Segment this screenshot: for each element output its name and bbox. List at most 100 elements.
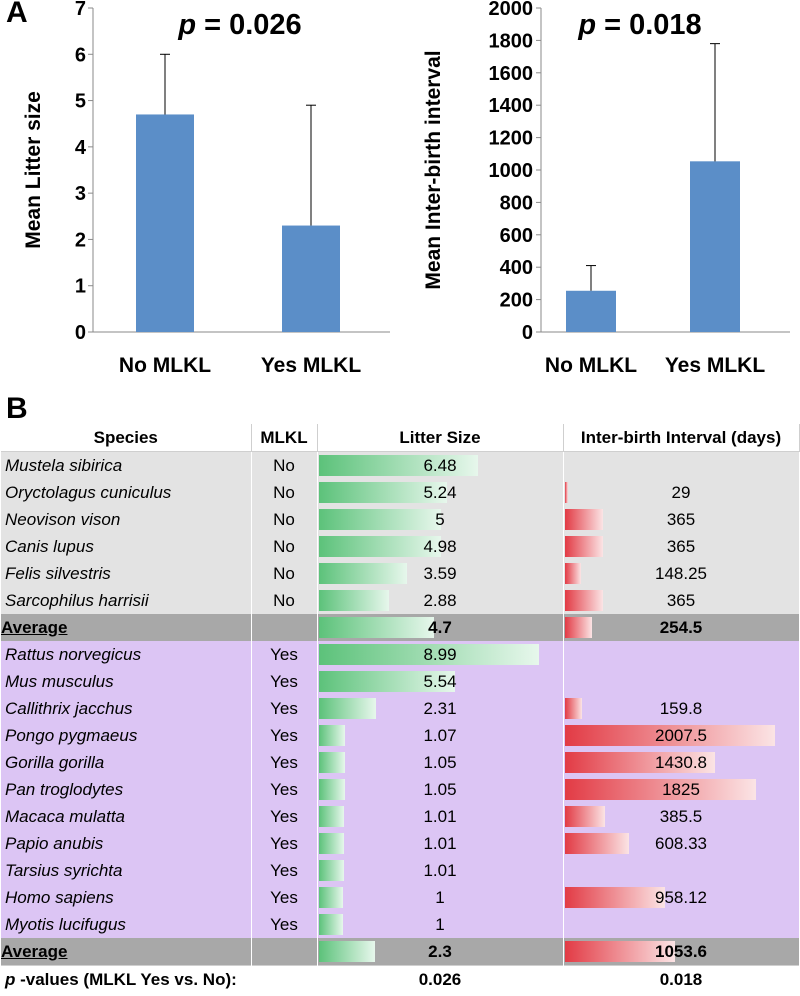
litter-data-bar — [318, 671, 455, 692]
species-name: Neovison vison — [1, 506, 252, 533]
interval-cell: 365 — [563, 533, 800, 560]
average-row: Average 4.7 254.5 — [1, 614, 800, 641]
table-row: Neovison vison No 5 365 — [1, 506, 800, 533]
y-tick-label: 2000 — [489, 0, 534, 20]
pvalues-label: p -values (MLKL Yes vs. No): — [1, 965, 318, 993]
litter-data-bar — [318, 563, 407, 584]
y-tick-label: 200 — [500, 290, 533, 312]
table-row: Pongo pygmaeus Yes 1.07 2007.5 — [1, 722, 800, 749]
species-name: Canis lupus — [1, 533, 252, 560]
litter-cell: 3.59 — [317, 560, 564, 587]
interval-value: 365 — [666, 509, 696, 529]
x-category-label: No MLKL — [545, 354, 637, 377]
y-tick-label: 1000 — [489, 160, 534, 182]
interval-cell: 159.8 — [563, 695, 800, 722]
interval-data-bar — [564, 752, 715, 773]
average-label: Average — [1, 614, 252, 641]
litter-value: 1 — [435, 914, 445, 934]
mlkl-status: Yes — [251, 668, 318, 695]
interval-data-bar — [564, 833, 629, 854]
chart-title-value: = 0.026 — [196, 9, 302, 41]
chart-title-value: = 0.018 — [596, 9, 702, 41]
species-name: Mustela sibirica — [1, 451, 252, 479]
y-tick-label: 1600 — [489, 63, 534, 85]
header-inter-birth-interval: Inter-birth Interval (days) — [563, 424, 800, 452]
interval-cell — [563, 857, 800, 884]
y-tick-label: 7 — [75, 0, 86, 20]
litter-cell: 1.01 — [317, 830, 564, 857]
litter-cell: 8.99 — [317, 641, 564, 668]
litter-data-bar — [318, 887, 343, 908]
litter-data-bar — [318, 590, 389, 611]
litter-data-bar — [318, 752, 345, 773]
interval-cell: 254.5 — [563, 614, 800, 641]
interval-data-bar — [564, 887, 665, 908]
mlkl-status: No — [251, 533, 318, 560]
litter-value: 8.99 — [423, 644, 457, 664]
mlkl-status: Yes — [251, 884, 318, 911]
interval-value: 958.12 — [655, 887, 707, 907]
species-name: Felis silvestris — [1, 560, 252, 587]
litter-data-bar — [318, 914, 343, 935]
litter-data-bar — [318, 617, 434, 638]
interval-cell: 148.25 — [563, 560, 800, 587]
bar-yes-mlkl — [282, 225, 340, 332]
interval-value: 608.33 — [655, 833, 707, 853]
interval-data-bar — [564, 941, 675, 962]
y-tick-label: 1200 — [489, 128, 534, 150]
interval-cell: 29 — [563, 479, 800, 506]
litter-cell: 1 — [317, 884, 564, 911]
chart-title: p = 0.018 — [577, 9, 701, 41]
table-row: Macaca mulatta Yes 1.01 385.5 — [1, 803, 800, 830]
litter-data-bar — [318, 644, 539, 665]
interval-value: 1825 — [662, 779, 700, 799]
y-tick-label: 1400 — [489, 95, 534, 117]
mlkl-status: Yes — [251, 695, 318, 722]
litter-value: 1.01 — [423, 806, 457, 826]
litter-data-bar — [318, 509, 441, 530]
chart-title: p = 0.026 — [177, 9, 301, 41]
species-name: Myotis lucifugus — [1, 911, 252, 938]
litter-value: 2.88 — [423, 590, 457, 610]
chart-title-p: p — [577, 9, 596, 41]
mlkl-status: Yes — [251, 857, 318, 884]
species-name: Pan troglodytes — [1, 776, 252, 803]
litter-value: 1.07 — [423, 725, 457, 745]
interval-cell: 365 — [563, 587, 800, 614]
y-tick-label: 6 — [75, 44, 86, 66]
interval-value: 159.8 — [659, 698, 703, 718]
table-row: Pan troglodytes Yes 1.05 1825 — [1, 776, 800, 803]
interval-value: 365 — [666, 536, 696, 556]
interval-cell — [563, 641, 800, 668]
interval-cell — [563, 451, 800, 479]
litter-cell: 2.3 — [317, 938, 564, 966]
litter-value: 1.01 — [423, 860, 457, 880]
mlkl-status: Yes — [251, 830, 318, 857]
bar-no-mlkl — [566, 290, 616, 332]
table-row: Mustela sibirica No 6.48 — [1, 451, 800, 479]
pvalue-litter: 0.026 — [317, 965, 564, 993]
table-row: Myotis lucifugus Yes 1 — [1, 911, 800, 938]
litter-value: 4.98 — [423, 536, 457, 556]
litter-cell: 4.7 — [317, 614, 564, 641]
species-name: Homo sapiens — [1, 884, 252, 911]
species-name: Gorilla gorilla — [1, 749, 252, 776]
y-tick-label: 800 — [500, 192, 533, 214]
species-name: Papio anubis — [1, 830, 252, 857]
interval-value: 29 — [671, 482, 691, 502]
bar-no-mlkl — [136, 114, 194, 332]
mlkl-status: Yes — [251, 749, 318, 776]
interval-data-bar — [564, 725, 775, 746]
species-name: Mus musculus — [1, 668, 252, 695]
y-tick-label: 600 — [500, 225, 533, 247]
interval-data-bar — [564, 617, 592, 638]
panel-a-label: A — [6, 0, 28, 29]
species-name: Tarsius syrichta — [1, 857, 252, 884]
y-tick-label: 4 — [75, 137, 87, 159]
pvalue-interval: 0.018 — [563, 965, 800, 993]
table-row: Canis lupus No 4.98 365 — [1, 533, 800, 560]
litter-data-bar — [318, 806, 344, 827]
species-name: Rattus norvegicus — [1, 641, 252, 668]
table-header-row: Species MLKL Litter Size Inter-birth Int… — [1, 424, 800, 452]
litter-cell: 1.05 — [317, 776, 564, 803]
